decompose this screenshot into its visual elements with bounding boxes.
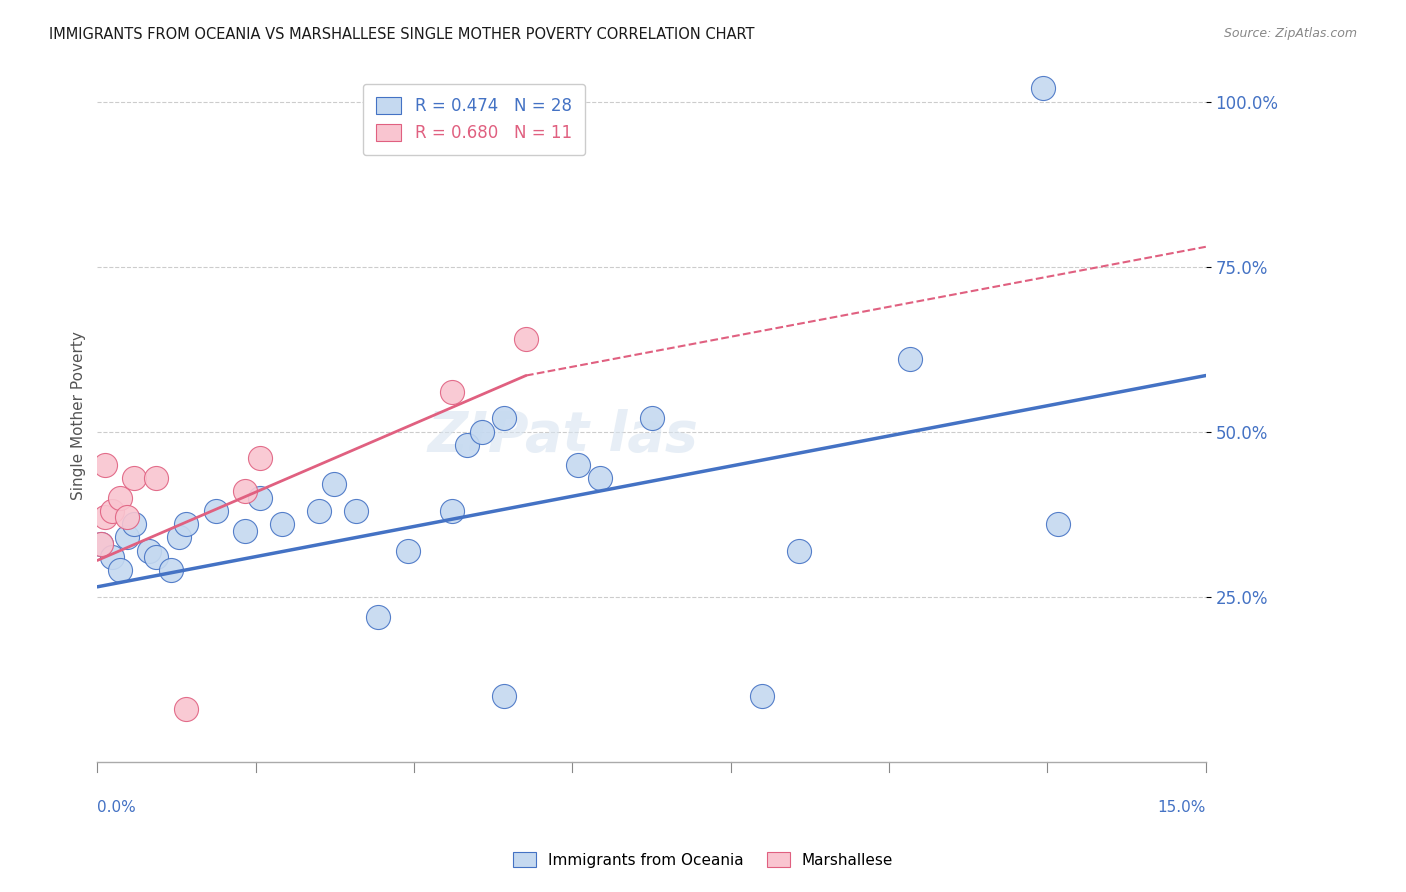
Point — [160, 563, 183, 577]
Point — [145, 550, 167, 565]
Point — [249, 491, 271, 505]
Point — [344, 504, 367, 518]
Point — [441, 385, 464, 400]
Point — [567, 458, 589, 472]
Point — [204, 504, 226, 518]
Point — [138, 543, 160, 558]
Point — [90, 537, 112, 551]
Y-axis label: Single Mother Poverty: Single Mother Poverty — [72, 331, 86, 500]
Point — [145, 471, 167, 485]
Point — [789, 543, 811, 558]
Point — [174, 517, 197, 532]
Point — [249, 451, 271, 466]
Point — [751, 689, 773, 703]
Point — [322, 477, 344, 491]
Point — [456, 438, 478, 452]
Point — [124, 471, 146, 485]
Text: IMMIGRANTS FROM OCEANIA VS MARSHALLESE SINGLE MOTHER POVERTY CORRELATION CHART: IMMIGRANTS FROM OCEANIA VS MARSHALLESE S… — [49, 27, 755, 42]
Point — [1046, 517, 1069, 532]
Text: 0.0%: 0.0% — [97, 800, 136, 815]
Point — [124, 517, 146, 532]
Point — [101, 550, 124, 565]
Point — [233, 524, 256, 538]
Legend: Immigrants from Oceania, Marshallese: Immigrants from Oceania, Marshallese — [505, 844, 901, 875]
Point — [492, 689, 515, 703]
Point — [108, 563, 131, 577]
Point — [93, 458, 115, 472]
Legend: R = 0.474   N = 28, R = 0.680   N = 11: R = 0.474 N = 28, R = 0.680 N = 11 — [363, 84, 585, 155]
Point — [515, 332, 537, 346]
Point — [367, 609, 389, 624]
Point — [308, 504, 330, 518]
Point — [93, 510, 115, 524]
Point — [115, 510, 138, 524]
Text: ZIPat las: ZIPat las — [427, 409, 699, 463]
Text: Source: ZipAtlas.com: Source: ZipAtlas.com — [1223, 27, 1357, 40]
Point — [589, 471, 612, 485]
Point — [167, 530, 190, 544]
Point — [640, 411, 662, 425]
Point — [1032, 81, 1054, 95]
Point — [898, 352, 921, 367]
Point — [108, 491, 131, 505]
Point — [492, 411, 515, 425]
Point — [90, 537, 112, 551]
Point — [441, 504, 464, 518]
Text: 15.0%: 15.0% — [1157, 800, 1206, 815]
Point — [174, 702, 197, 716]
Point — [101, 504, 124, 518]
Point — [271, 517, 294, 532]
Point — [233, 484, 256, 499]
Point — [115, 530, 138, 544]
Point — [396, 543, 419, 558]
Point — [471, 425, 494, 439]
